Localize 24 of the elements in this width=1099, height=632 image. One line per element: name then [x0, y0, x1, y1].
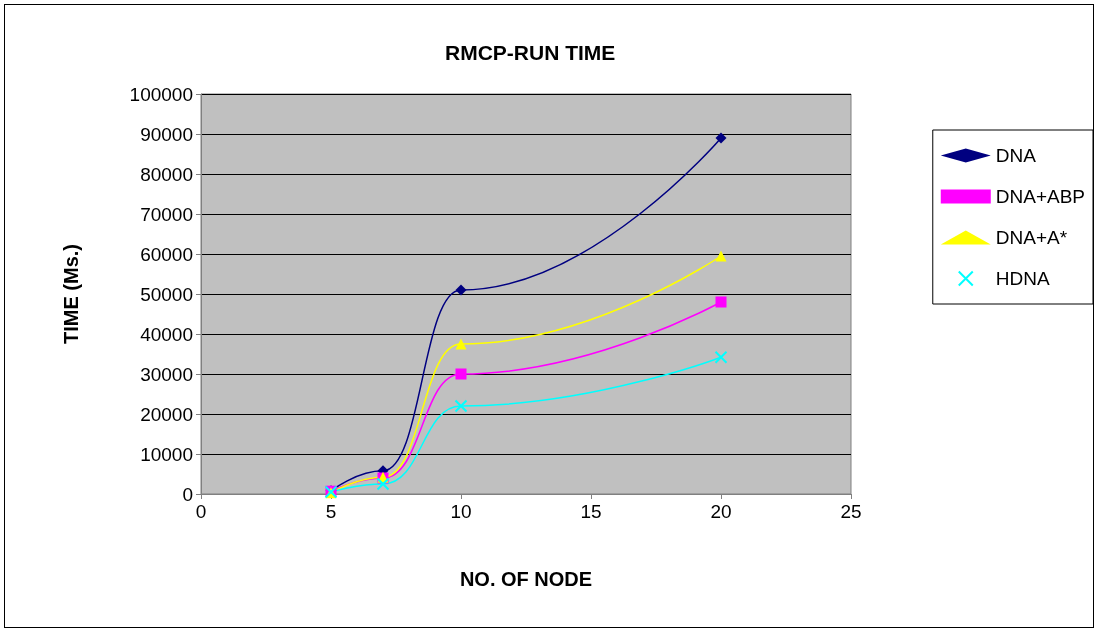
- x-axis-title: NO. OF NODE: [459, 568, 593, 590]
- x-tick-label: 0: [195, 501, 207, 522]
- y-tick-label: 0: [182, 483, 193, 505]
- y-tick-label: 50000: [140, 283, 193, 305]
- legend-label: DNA+A*: [995, 227, 1068, 248]
- x-tick-label: 10: [450, 501, 472, 522]
- x-tick-label: 15: [580, 501, 602, 522]
- legend-label: HDNA: [995, 268, 1050, 289]
- y-tick-label: 80000: [140, 163, 193, 185]
- y-tick-label: 100000: [129, 83, 193, 105]
- y-tick-label: 40000: [140, 323, 193, 345]
- x-tick-label: 25: [840, 501, 862, 522]
- y-tick-label: 10000: [140, 443, 193, 465]
- y-tick-label: 60000: [140, 243, 193, 265]
- legend-label: DNA+ABP: [995, 186, 1085, 207]
- y-tick-label: 90000: [140, 123, 193, 145]
- y-tick-label: 30000: [140, 363, 193, 385]
- y-axis-title: TIME (Ms.): [60, 244, 82, 344]
- x-tick-label: 20: [710, 501, 732, 522]
- y-tick-label: 70000: [140, 203, 193, 225]
- chart-title: RMCP-RUN TIME: [445, 41, 616, 64]
- x-tick-label: 5: [325, 501, 337, 522]
- y-tick-label: 20000: [140, 403, 193, 425]
- legend-label: DNA: [995, 145, 1037, 166]
